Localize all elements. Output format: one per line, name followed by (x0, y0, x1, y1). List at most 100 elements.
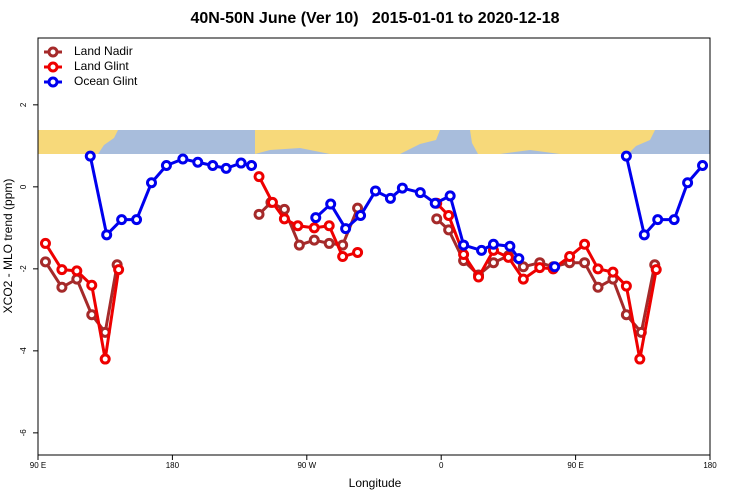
data-point (414, 187, 426, 199)
data-point (293, 239, 305, 251)
data-point (369, 185, 381, 197)
data-point (337, 251, 349, 263)
data-point (513, 253, 525, 265)
data-point (487, 238, 499, 250)
data-point (396, 182, 408, 194)
data-point (352, 246, 364, 258)
map-land (38, 130, 118, 154)
data-point (549, 261, 561, 273)
legend-label: Land Nadir (74, 44, 133, 58)
data-point (384, 192, 396, 204)
x-tick-label: 180 (166, 461, 180, 470)
data-point (145, 177, 157, 189)
data-point (458, 239, 470, 251)
data-point (444, 190, 456, 202)
legend-label: Ocean Glint (74, 74, 138, 88)
data-point (652, 214, 664, 226)
data-point (638, 229, 650, 241)
data-point (323, 220, 335, 232)
map-land (470, 130, 655, 154)
data-point (473, 271, 485, 283)
data-point (56, 264, 68, 276)
data-point (246, 160, 258, 172)
data-point (266, 196, 278, 208)
data-point (278, 213, 290, 225)
data-point (113, 264, 125, 276)
series-line (624, 155, 704, 237)
data-point (39, 237, 51, 249)
data-point (682, 177, 694, 189)
data-point (579, 257, 591, 269)
data-point (355, 210, 367, 222)
data-point (579, 238, 591, 250)
plot-frame (37, 37, 711, 456)
data-point (99, 353, 111, 365)
data-point (592, 281, 604, 293)
data-point (220, 162, 232, 174)
data-point (253, 208, 265, 220)
data-point (101, 229, 113, 241)
data-point (620, 150, 632, 162)
data-point (235, 157, 247, 169)
x-tick-label: 90 E (567, 461, 583, 470)
data-point (443, 224, 455, 236)
x-axis-label: Longitude (349, 476, 402, 490)
series-line (44, 242, 121, 361)
data-point (340, 223, 352, 235)
data-point (634, 353, 646, 365)
data-point (487, 257, 499, 269)
data-point (253, 171, 265, 183)
data-point (592, 263, 604, 275)
data-point (207, 160, 219, 172)
y-tick-label: 2 (19, 102, 28, 107)
x-tick-label: 90 W (297, 461, 316, 470)
data-point (325, 198, 337, 210)
y-tick-label: -2 (19, 265, 28, 273)
legend-label: Land Glint (74, 59, 129, 73)
data-point (86, 279, 98, 291)
y-tick-label: -6 (19, 429, 28, 437)
y-tick-label: -4 (19, 347, 28, 355)
data-point (308, 234, 320, 246)
data-point (131, 214, 143, 226)
data-point (116, 214, 128, 226)
data-point (697, 160, 709, 172)
data-point (458, 248, 470, 260)
data-point (620, 309, 632, 321)
data-point (86, 309, 98, 321)
map-land (255, 130, 440, 154)
legend-marker (47, 76, 59, 88)
data-point (177, 153, 189, 165)
data-point (429, 197, 441, 209)
data-point (517, 261, 529, 273)
x-tick-label: 180 (703, 461, 717, 470)
data-point (476, 244, 488, 256)
data-point (308, 222, 320, 234)
data-point (668, 214, 680, 226)
data-point (84, 150, 96, 162)
data-point (278, 203, 290, 215)
data-point (650, 264, 662, 276)
data-point (517, 273, 529, 285)
data-point (443, 210, 455, 222)
data-point (534, 262, 546, 274)
series-line (435, 202, 658, 361)
data-point (564, 251, 576, 263)
chart-title: 40N-50N June (Ver 10) 2015-01-01 to 2020… (190, 10, 559, 27)
legend-marker (47, 46, 59, 58)
data-point (39, 256, 51, 268)
data-point (292, 220, 304, 232)
data-point (504, 240, 516, 252)
map-strip (38, 130, 710, 154)
data-point (56, 281, 68, 293)
x-tick-label: 90 E (30, 461, 46, 470)
x-tick-label: 0 (439, 461, 444, 470)
y-axis-label: XCO2 - MLO trend (ppm) (1, 179, 15, 314)
data-point (502, 251, 514, 263)
data-point (160, 160, 172, 172)
data-point (431, 213, 443, 225)
data-point (607, 266, 619, 278)
data-point (192, 156, 204, 168)
